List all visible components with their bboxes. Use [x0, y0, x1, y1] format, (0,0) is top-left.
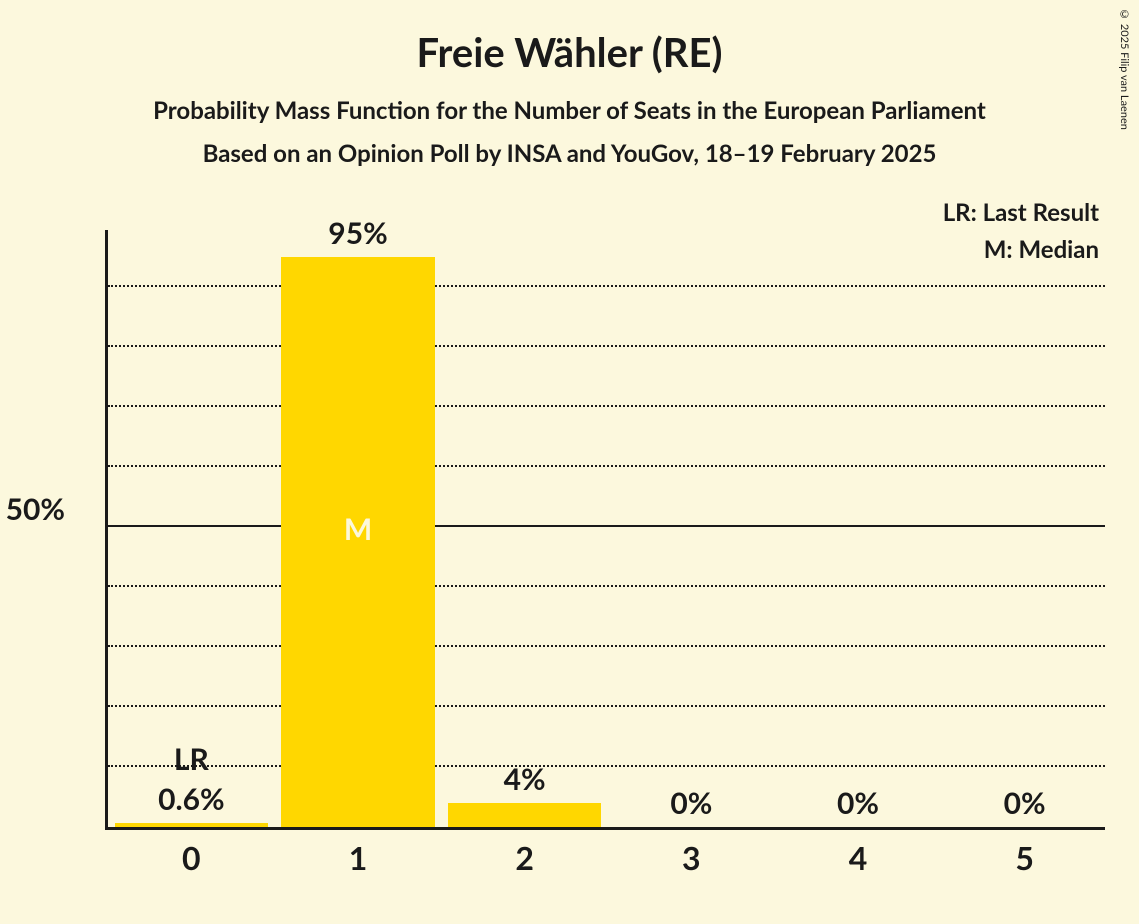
x-axis-tick-label: 2 [448, 838, 601, 877]
x-axis-tick-label: 0 [115, 838, 268, 877]
bar-column: 4% [448, 227, 601, 827]
bar-column: 0% [781, 227, 934, 827]
bar-value-label: 95% [281, 215, 434, 251]
chart-title: Freie Wähler (RE) [0, 0, 1139, 76]
bar-value-label: 4% [448, 761, 601, 797]
bar-column: 0.6% LR [115, 227, 268, 827]
lr-marker: LR [115, 741, 268, 777]
pmf-chart: 0.6%LR095%M14%20%30%40%5 50% [75, 230, 1105, 830]
bar-column: 0% [615, 227, 768, 827]
bar [115, 823, 268, 827]
bar-value-label: 0.6% [115, 781, 268, 817]
median-marker: M [281, 511, 434, 547]
plot-area: 0.6%LR095%M14%20%30%40%5 [105, 230, 1105, 830]
legend-lr: LR: Last Result [943, 198, 1099, 227]
x-axis-tick-label: 3 [615, 838, 768, 877]
bar-value-label: 0% [948, 785, 1101, 821]
bar-value-label: 0% [781, 785, 934, 821]
bar [448, 803, 601, 827]
x-axis-tick-label: 4 [781, 838, 934, 877]
x-axis-tick-label: 1 [281, 838, 434, 877]
bar-column: 95%M [281, 227, 434, 827]
y-axis-tick-label: 50% [5, 491, 65, 527]
copyright-text: © 2025 Filip van Laenen [1118, 8, 1131, 130]
x-axis-tick-label: 5 [948, 838, 1101, 877]
chart-subtitle-1: Probability Mass Function for the Number… [0, 76, 1139, 125]
bar-column: 0% [948, 227, 1101, 827]
chart-subtitle-2: Based on an Opinion Poll by INSA and You… [0, 125, 1139, 168]
bar-value-label: 0% [615, 785, 768, 821]
